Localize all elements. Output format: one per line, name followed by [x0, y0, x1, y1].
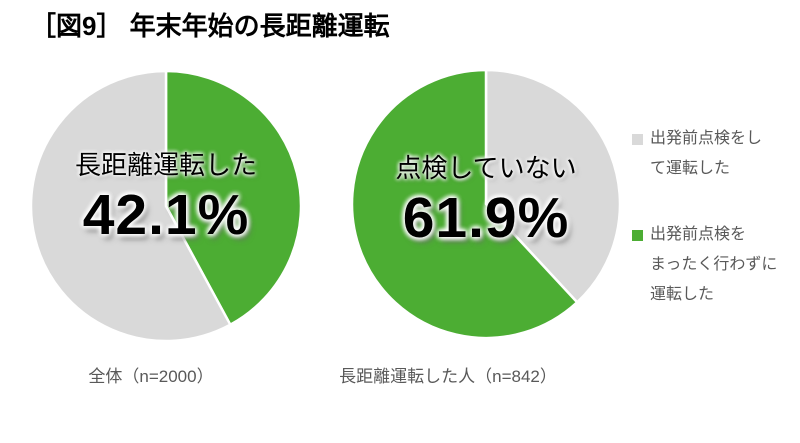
legend-item-inspected: 出発前点検をし て運転した: [632, 124, 800, 184]
legend-item-inspected-label: 出発前点検をし て運転した: [650, 130, 763, 177]
legend-item-not-inspected: 出発前点検を まったく行わずに 運転した: [632, 220, 800, 310]
pie-chart-drivers: 点検していない 61.9%: [350, 68, 622, 340]
legend: 出発前点検をし て運転した 出発前点検を まったく行わずに 運転した: [632, 124, 800, 310]
figure-title: ［図9］ 年末年始の長距離運転: [30, 11, 390, 41]
legend-item-not-inspected-label: 出発前点検を まったく行わずに 運転した: [650, 226, 778, 303]
caption-drivers: 長距離運転した人（n=842）: [339, 367, 557, 386]
pie-drivers-svg: [350, 68, 622, 340]
caption-overall: 全体（n=2000）: [88, 367, 214, 386]
legend-swatch-green: [632, 230, 643, 241]
pie-overall-svg: [29, 69, 303, 343]
legend-swatch-gray: [632, 134, 643, 145]
pie-chart-overall: 長距離運転した 42.1%: [29, 69, 303, 343]
